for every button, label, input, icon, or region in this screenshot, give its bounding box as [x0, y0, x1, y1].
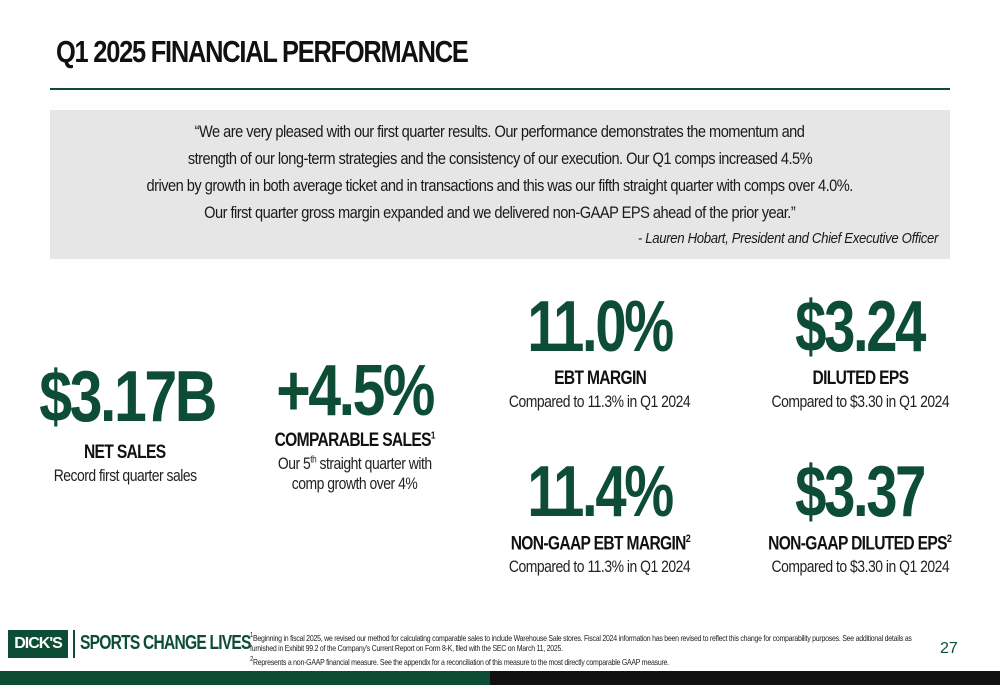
footnote-2: 2Represents a non-GAAP financial measure… [250, 655, 669, 667]
net-sales-value: $3.17B [39, 357, 217, 437]
metric-diluted-eps: $3.24 DILUTED EPS Compared to $3.30 in Q… [740, 288, 980, 412]
logo-divider [73, 630, 75, 658]
net-sales-label: NET SALES [84, 442, 166, 463]
diluted-eps-sub: Compared to $3.30 in Q1 2024 [771, 392, 949, 411]
ebt-margin-value: 11.0% [527, 287, 675, 367]
metric-net-sales: $3.17B NET SALES Record first quarter sa… [20, 358, 230, 486]
non-gaap-diluted-eps-value: $3.37 [795, 452, 927, 532]
metric-comparable-sales: +4.5% COMPARABLE SALES1 Our 5th straight… [250, 352, 460, 494]
quote-line-4: Our first quarter gross margin expanded … [204, 203, 796, 222]
diluted-eps-value: $3.24 [795, 287, 927, 367]
comparable-sales-value: +4.5% [276, 351, 436, 431]
footer-bar-black [490, 671, 1000, 685]
comparable-sales-sub-2: comp growth over 4% [292, 474, 418, 493]
quote-line-3: driven by growth in both average ticket … [146, 176, 854, 195]
metric-ebt-margin: 11.0% EBT MARGIN Compared to 11.3% in Q1… [480, 288, 720, 412]
non-gaap-ebt-margin-sub: Compared to 11.3% in Q1 2024 [509, 557, 691, 577]
non-gaap-diluted-eps-label: NON-GAAP DILUTED EPS2 [768, 533, 952, 555]
page-title: Q1 2025 FINANCIAL PERFORMANCE [56, 34, 469, 69]
footnote-1b: furnished in Exhibit 99.2 of the Company… [250, 643, 563, 653]
footer-bar-green [0, 671, 490, 685]
quote-line-2: strength of our long-term strategies and… [187, 149, 813, 168]
comparable-sales-label: COMPARABLE SALES1 [274, 430, 436, 451]
quote-attribution: - Lauren Hobart, President and Chief Exe… [637, 230, 939, 247]
footnote-1a: 1Beginning in fiscal 2025, we revised ou… [250, 631, 912, 643]
ebt-margin-label: EBT MARGIN [553, 368, 647, 389]
metric-non-gaap-diluted-eps: $3.37 NON-GAAP DILUTED EPS2 Compared to … [740, 453, 980, 577]
diluted-eps-label: DILUTED EPS [812, 368, 908, 389]
non-gaap-ebt-margin-label: NON-GAAP EBT MARGIN2 [510, 533, 690, 555]
title-divider [50, 88, 950, 90]
net-sales-sub: Record first quarter sales [53, 466, 197, 485]
ceo-quote-box: “We are very pleased with our first quar… [50, 110, 950, 259]
ebt-margin-sub: Compared to 11.3% in Q1 2024 [509, 392, 691, 411]
metric-non-gaap-ebt-margin: 11.4% NON-GAAP EBT MARGIN2 Compared to 1… [480, 453, 720, 577]
quote-line-1: “We are very pleased with our first quar… [195, 122, 805, 141]
tagline: SPORTS CHANGE LIVES [80, 632, 251, 654]
non-gaap-ebt-margin-value: 11.4% [527, 452, 675, 532]
page-number: 27 [940, 640, 958, 657]
comparable-sales-sub: Our 5th straight quarter with [278, 454, 432, 473]
non-gaap-diluted-eps-sub: Compared to $3.30 in Q1 2024 [771, 557, 949, 577]
dicks-logo: DICK'S [8, 630, 68, 658]
